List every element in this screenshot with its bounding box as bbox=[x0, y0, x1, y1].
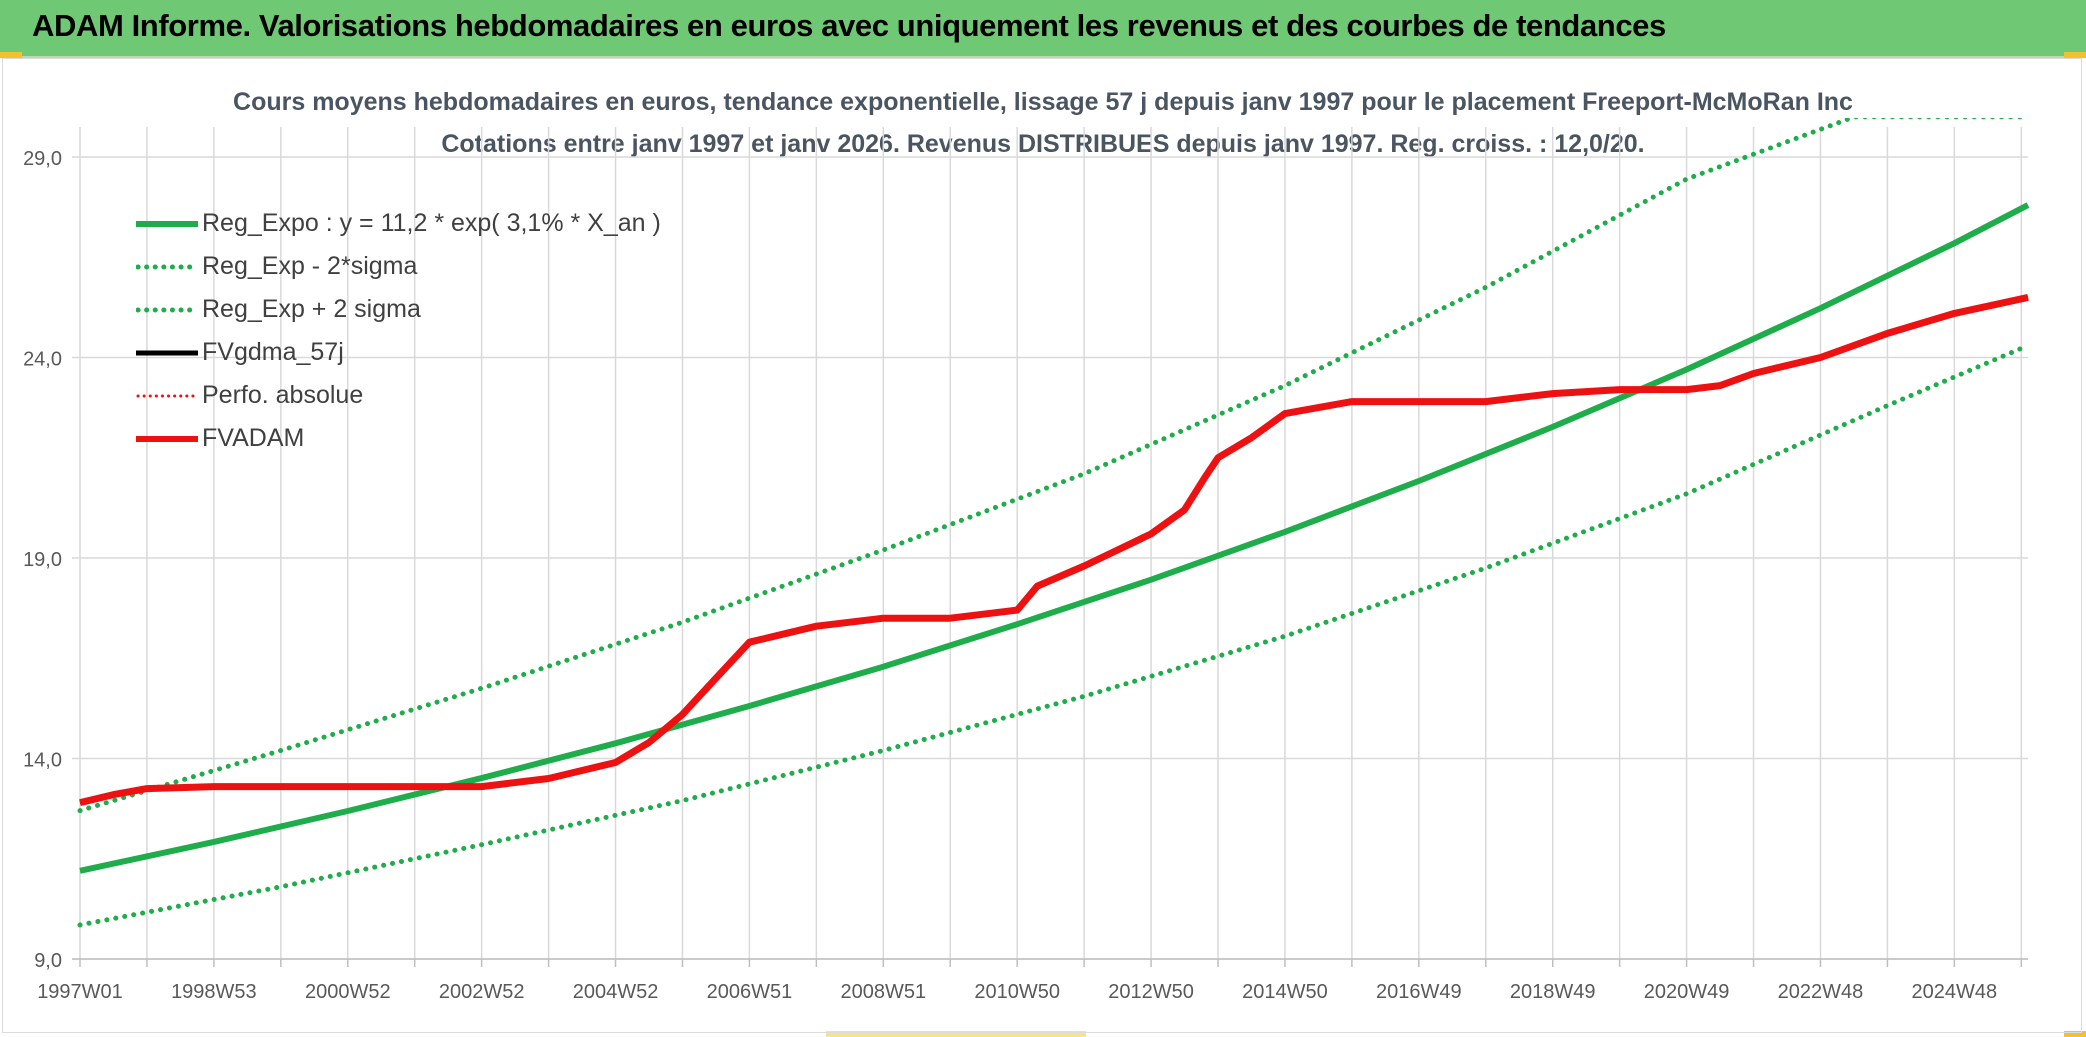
x-tick-label: 2012W50 bbox=[1108, 981, 1194, 1003]
y-tick-label: 19,0 bbox=[23, 549, 62, 571]
legend-item-reg-exp-minus: Reg_Exp - 2*sigma bbox=[136, 245, 661, 288]
series-reg_expo bbox=[79, 202, 2030, 874]
x-tick-label: 2018W49 bbox=[1510, 981, 1596, 1003]
chart-frame bbox=[2, 58, 2082, 1033]
chart-subtitle: Cotations entre janv 1997 et janv 2026. … bbox=[441, 130, 1645, 158]
x-tick-label: 2010W50 bbox=[974, 981, 1060, 1003]
legend-swatch-dotted-green bbox=[136, 307, 200, 312]
x-tick-label: 1998W53 bbox=[171, 981, 257, 1003]
series-reg_exp bbox=[77, 118, 2031, 814]
report-header: ADAM Informe. Valorisations hebdomadaire… bbox=[0, 0, 2086, 58]
legend-label: Perfo. absolue bbox=[202, 381, 364, 409]
legend-label: Reg_Exp + 2 sigma bbox=[202, 295, 421, 323]
x-tick-label: 1997W01 bbox=[37, 981, 123, 1003]
y-tick-label: 29,0 bbox=[23, 148, 62, 170]
legend-label: Reg_Exp - 2*sigma bbox=[202, 252, 418, 280]
corner-marker-top-left bbox=[0, 52, 22, 58]
legend-item-reg-expo: Reg_Expo : y = 11,2 * exp( 3,1% * X_an ) bbox=[136, 202, 661, 245]
x-tick-label: 2020W49 bbox=[1644, 981, 1730, 1003]
chart-legend: Reg_Expo : y = 11,2 * exp( 3,1% * X_an )… bbox=[136, 202, 661, 460]
legend-swatch-dotted-green bbox=[136, 264, 200, 269]
series-fvadam bbox=[79, 293, 2029, 807]
legend-item-reg-exp-plus: Reg_Exp + 2 sigma bbox=[136, 288, 661, 331]
series-reg_exp bbox=[77, 343, 2031, 928]
legend-item-fvgdma: FVgdma_57j bbox=[136, 331, 661, 374]
y-tick-label: 14,0 bbox=[23, 750, 62, 772]
x-tick-label: 2024W48 bbox=[1912, 981, 1998, 1003]
x-tick-label: 2006W51 bbox=[707, 981, 793, 1003]
corner-marker-top-right bbox=[2064, 52, 2086, 58]
x-tick-label: 2002W52 bbox=[439, 981, 525, 1003]
report-title: ADAM Informe. Valorisations hebdomadaire… bbox=[32, 8, 1666, 43]
corner-marker-bottom-center bbox=[826, 1031, 1086, 1037]
y-tick-label: 24,0 bbox=[23, 349, 62, 371]
x-tick-label: 2022W48 bbox=[1778, 981, 1864, 1003]
legend-swatch-solid-red bbox=[136, 435, 198, 442]
x-tick-label: 2014W50 bbox=[1242, 981, 1328, 1003]
corner-marker-bottom-right bbox=[2064, 1031, 2086, 1037]
legend-swatch-solid-black bbox=[136, 350, 198, 355]
x-tick-label: 2008W51 bbox=[840, 981, 926, 1003]
legend-label: FVgdma_57j bbox=[202, 338, 344, 366]
chart-title: Cours moyens hebdomadaires en euros, ten… bbox=[233, 88, 1853, 116]
legend-item-fvadam: FVADAM bbox=[136, 417, 661, 460]
x-tick-label: 2000W52 bbox=[305, 981, 391, 1003]
x-tick-label: 2016W49 bbox=[1376, 981, 1462, 1003]
legend-swatch-dotted-red bbox=[136, 394, 200, 397]
legend-item-perfo: Perfo. absolue bbox=[136, 374, 661, 417]
y-tick-label: 9,0 bbox=[34, 950, 62, 972]
x-tick-label: 2004W52 bbox=[573, 981, 659, 1003]
legend-swatch-solid-green bbox=[136, 220, 198, 227]
legend-label: Reg_Expo : y = 11,2 * exp( 3,1% * X_an ) bbox=[202, 209, 661, 237]
legend-label: FVADAM bbox=[202, 424, 305, 452]
